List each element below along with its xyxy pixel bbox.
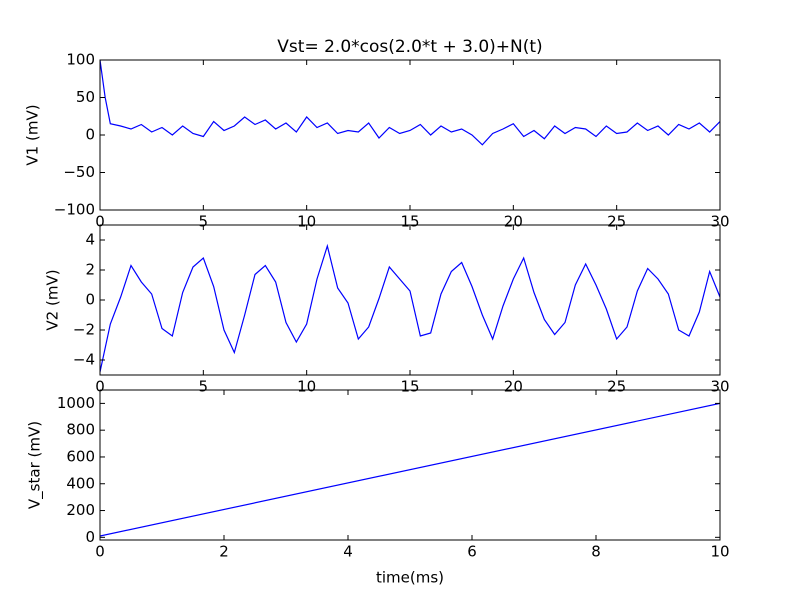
y-tick-label: 800	[66, 421, 95, 439]
x-tick-label: 10	[297, 213, 316, 231]
x-tick-label: 30	[710, 213, 729, 231]
y-tick-label: 0	[85, 528, 95, 546]
y-tick-label: −50	[63, 163, 95, 181]
x-tick-label: 6	[467, 543, 477, 561]
y-tick-label: −4	[73, 351, 95, 369]
y-tick-label: −2	[73, 321, 95, 339]
y-tick-label: 1000	[57, 394, 95, 412]
y-axis-label: V_star (mV)	[26, 421, 45, 509]
x-tick-label: 8	[591, 543, 601, 561]
x-tick-label: 0	[95, 378, 105, 396]
axes-frame	[99, 224, 721, 376]
axes-frame	[99, 389, 721, 541]
y-tick-label: 0	[85, 291, 95, 309]
data-line	[100, 402, 720, 537]
x-tick-label: 30	[710, 378, 729, 396]
y-tick-label: 100	[66, 51, 95, 69]
x-tick-label: 2	[219, 543, 229, 561]
x-tick-label: 0	[95, 543, 105, 561]
x-tick-label: 5	[199, 213, 209, 231]
axes-frame	[99, 59, 721, 211]
y-tick-label: 600	[66, 447, 95, 465]
y-axis-label: V1 (mV)	[24, 104, 42, 165]
x-tick-label: 20	[504, 378, 523, 396]
x-axis-label: time(ms)	[376, 569, 444, 587]
x-tick-label: 20	[504, 213, 523, 231]
data-line	[100, 60, 720, 146]
x-tick-label: 25	[607, 378, 626, 396]
y-tick-label: 0	[85, 126, 95, 144]
x-tick-label: 10	[710, 543, 729, 561]
data-line	[100, 243, 720, 373]
y-tick-label: 2	[85, 261, 95, 279]
x-tick-label: 15	[400, 213, 419, 231]
y-axis-label: V2 (mV)	[44, 269, 62, 330]
y-tick-label: 400	[66, 474, 95, 492]
chart-title: Vst= 2.0*cos(2.0*t + 3.0)+N(t)	[277, 37, 542, 57]
y-tick-label: −100	[54, 201, 95, 219]
x-tick-label: 10	[297, 378, 316, 396]
y-tick-label: 200	[66, 501, 95, 519]
y-tick-label: 50	[76, 88, 95, 106]
y-tick-label: 4	[85, 231, 95, 249]
x-tick-label: 0	[95, 213, 105, 231]
x-tick-label: 4	[343, 543, 353, 561]
x-tick-label: 5	[199, 378, 209, 396]
x-tick-label: 25	[607, 213, 626, 231]
x-tick-label: 15	[400, 378, 419, 396]
